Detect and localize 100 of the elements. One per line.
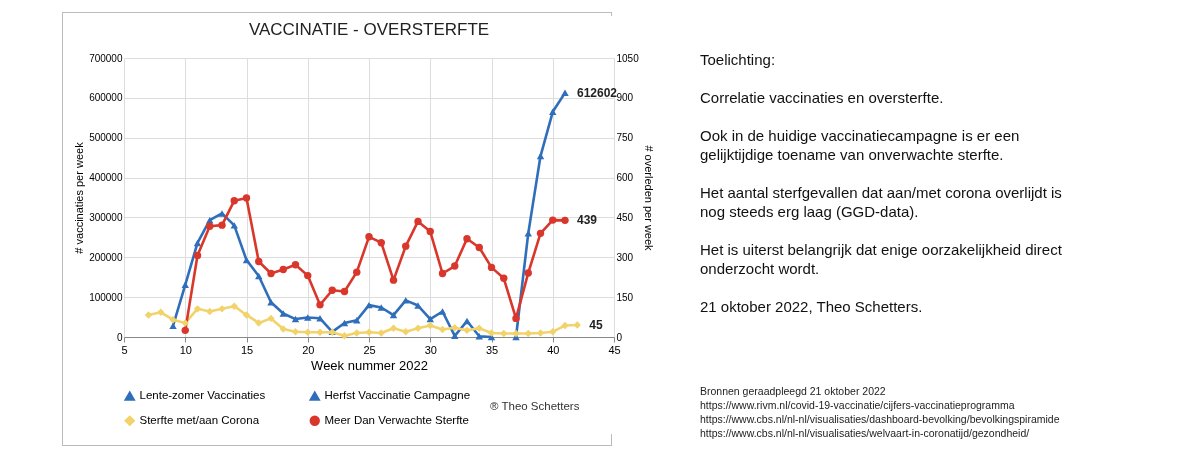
point	[426, 227, 434, 236]
x-tick-label: 5	[121, 343, 128, 356]
point	[389, 324, 398, 332]
data-label: 612602	[577, 85, 618, 100]
point	[438, 269, 447, 278]
point	[524, 230, 532, 237]
point	[169, 316, 177, 324]
point	[242, 194, 251, 202]
point	[524, 329, 532, 338]
point	[340, 287, 349, 296]
point	[267, 269, 275, 278]
point	[181, 326, 189, 335]
x-tick-label: 45	[608, 343, 621, 356]
point	[487, 263, 496, 272]
data-label: 45	[589, 318, 603, 333]
y2-tick-label: 900	[616, 92, 634, 104]
point	[181, 281, 189, 288]
point	[157, 308, 165, 316]
legend-label: Herfst Vaccinatie Campagne	[324, 389, 471, 402]
point	[230, 302, 238, 310]
point	[475, 243, 483, 252]
point	[255, 319, 263, 327]
point	[524, 269, 532, 277]
y2-tick-label: 600	[616, 172, 634, 184]
point	[402, 297, 410, 304]
point	[304, 328, 312, 336]
y2-tick-label: 1050	[616, 52, 640, 64]
point	[255, 272, 263, 280]
point	[500, 274, 508, 282]
point	[181, 319, 189, 327]
point	[438, 325, 447, 334]
point	[218, 210, 226, 217]
point	[193, 305, 202, 313]
y-tick-label: 400000	[89, 172, 123, 184]
point	[414, 217, 422, 226]
point	[451, 323, 459, 332]
x-tick-label: 35	[485, 343, 499, 356]
point	[463, 317, 471, 325]
text: https://www.cbs.nl/nl-nl/visualisaties/welvaart-in-coronatijd/gezondheid/	[700, 426, 1031, 440]
data-label: 439	[577, 213, 598, 228]
point	[475, 324, 483, 332]
point	[144, 311, 153, 319]
text: ® Theo Schetters	[490, 400, 580, 412]
point	[340, 319, 349, 327]
legend-label: Meer Dan Verwachte Sterfte	[324, 413, 469, 426]
text: 21 oktober 2022, Theo Schetters.	[700, 297, 924, 316]
point	[389, 311, 398, 319]
point	[549, 108, 557, 116]
x-tick-label: 10	[179, 343, 192, 356]
text: Bronnen geraadpleegd 21 oktober 2022	[700, 384, 887, 398]
text: https://www.rivm.nl/covid-19-vaccinatie/cijfers-vaccinatieprogramma	[700, 398, 1016, 412]
point	[316, 301, 324, 309]
point	[549, 216, 557, 224]
point	[463, 234, 471, 243]
point	[230, 196, 238, 205]
point	[291, 327, 300, 336]
point	[561, 89, 569, 97]
text: Ook in de huidige vaccinatiecampagne is er een gelijktijdige toename van onverwachte sterfte.	[700, 126, 1021, 164]
point	[291, 261, 300, 269]
point	[549, 327, 557, 336]
point	[414, 302, 422, 309]
point	[561, 321, 569, 330]
point	[193, 239, 202, 247]
point	[512, 314, 520, 323]
y-axis-title: # vaccinaties per week	[73, 141, 86, 254]
x-tick-label: 25	[363, 343, 376, 356]
point	[353, 268, 361, 276]
point	[377, 304, 385, 311]
text: Het is uiterst belangrijk dat enige oorzakelijkheid direct onderzocht wordt.	[700, 240, 1063, 278]
y2-axis-title: # overleden per week	[642, 145, 655, 252]
y-tick-label: 500000	[89, 132, 123, 144]
point	[267, 314, 275, 323]
y-tick-label: 100000	[89, 291, 123, 303]
legend-label: Sterfte met/aan Corona	[139, 413, 260, 426]
point	[340, 331, 349, 340]
point	[365, 233, 373, 241]
point	[463, 326, 471, 335]
point	[279, 310, 287, 317]
y-tick-label: 300000	[89, 211, 123, 223]
point	[536, 229, 545, 238]
point	[438, 308, 447, 315]
y-tick-label: 200000	[89, 251, 123, 263]
point	[389, 276, 398, 284]
point	[402, 327, 410, 336]
point	[206, 222, 214, 230]
point	[304, 314, 312, 321]
y2-tick-label: 150	[616, 291, 634, 303]
point	[230, 222, 238, 229]
x-tick-label: 40	[547, 343, 560, 356]
point	[536, 152, 545, 160]
x-tick-label: 30	[424, 343, 437, 356]
point	[426, 321, 434, 330]
y2-tick-label: 0	[616, 331, 623, 343]
text: Toelichting:	[700, 50, 777, 69]
y2-tick-label: 450	[616, 211, 634, 223]
point	[279, 265, 287, 274]
point	[218, 221, 226, 229]
point	[242, 256, 251, 264]
point	[242, 311, 251, 319]
point	[426, 315, 434, 323]
